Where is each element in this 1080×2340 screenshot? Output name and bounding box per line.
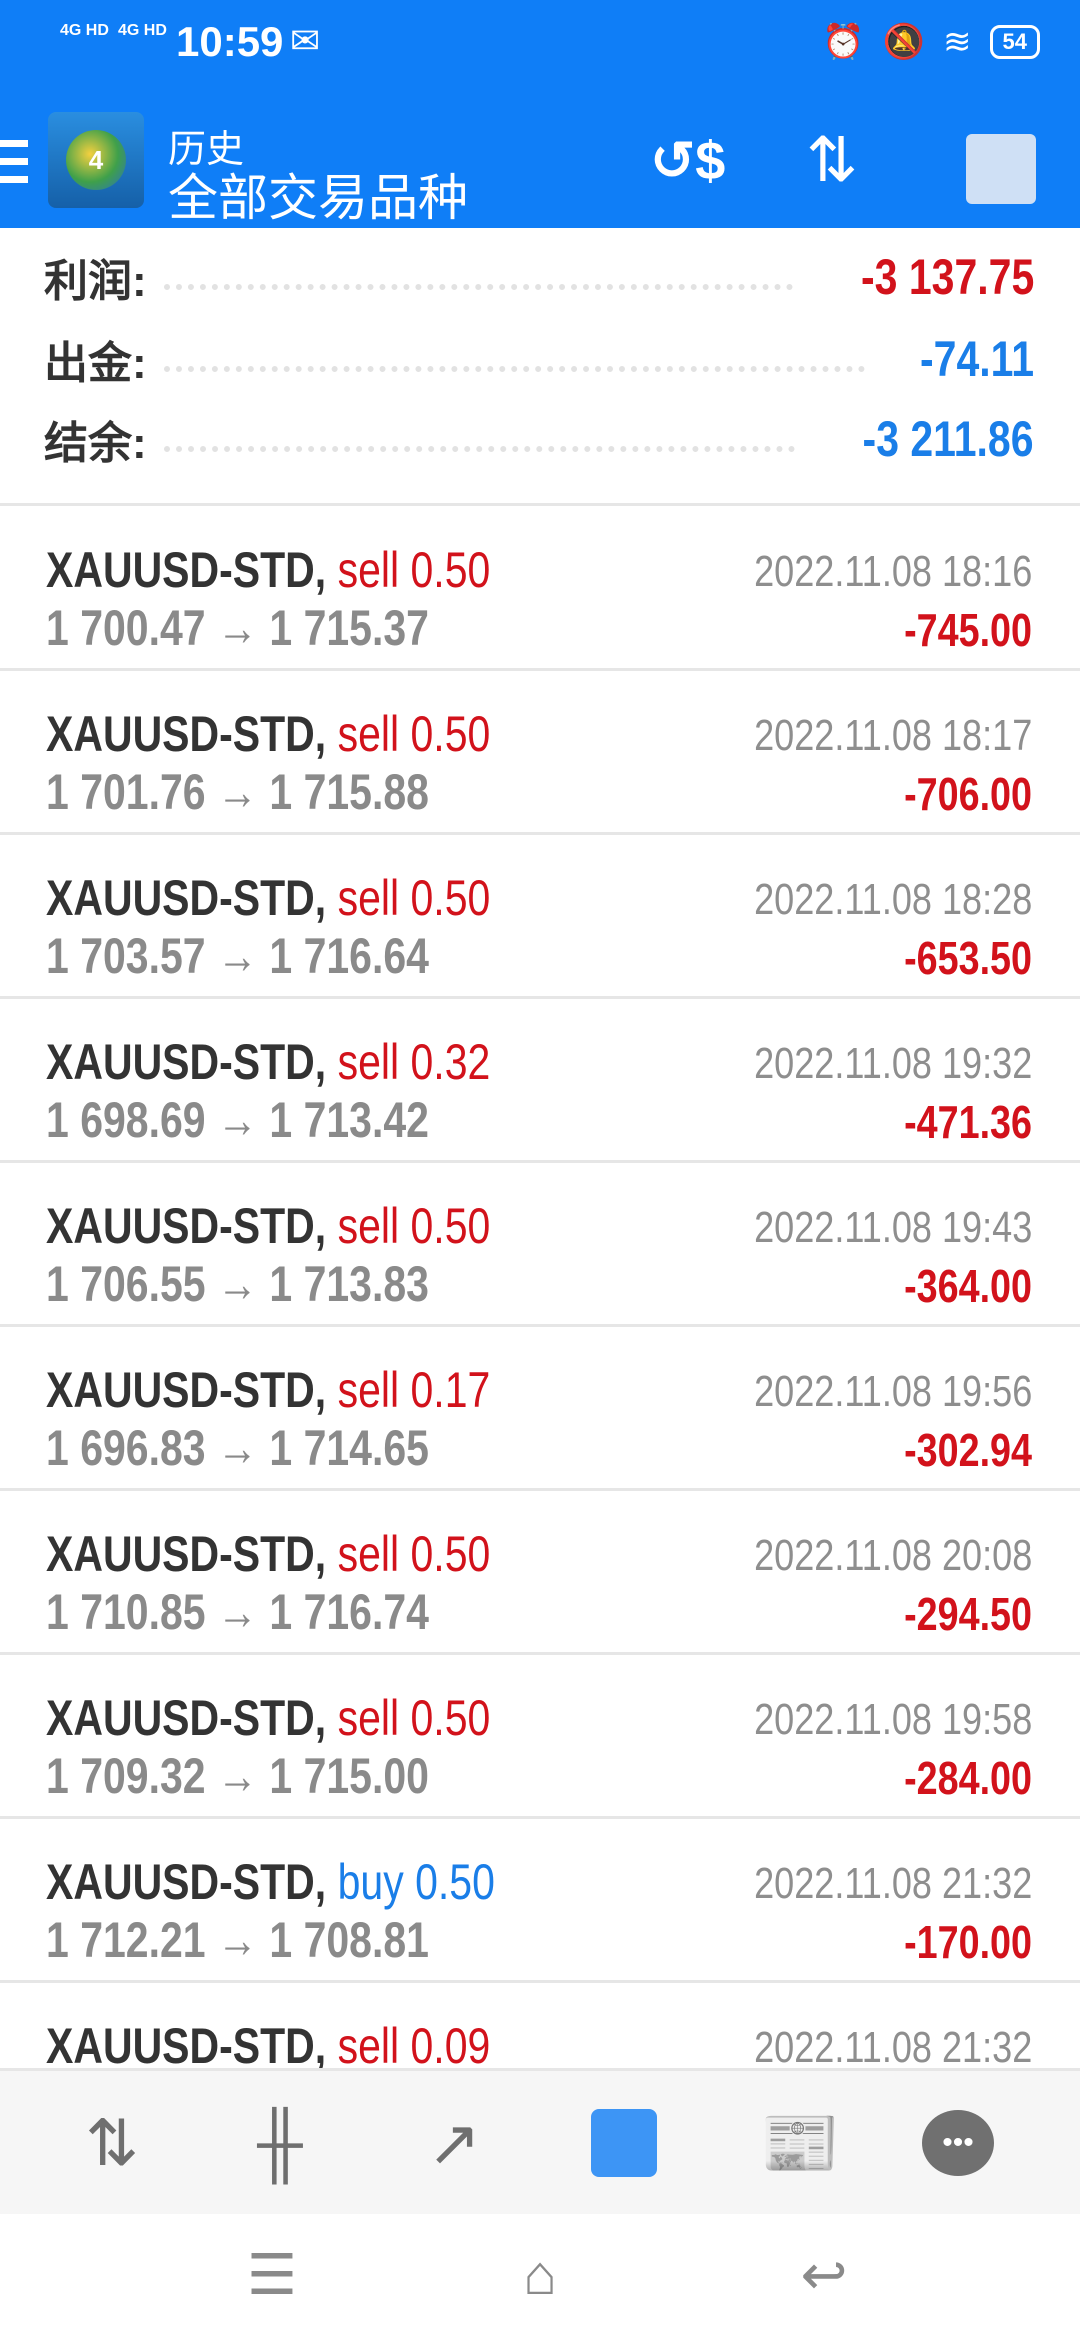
summary-profit: 利润: -3 137.75 [44,249,1034,306]
trade-symbol: XAUUSD-STD, [46,1690,327,1746]
calendar-user-icon[interactable] [966,134,1036,204]
quotes-icon[interactable]: ⇅ [85,2106,139,2179]
trade-time: 2022.11.08 19:32 [753,1039,1032,1088]
trade-row[interactable]: XAUUSD-STD, sell 0.50 1 703.57 → 1 716.6… [0,835,1080,999]
bottom-tab-bar: ⇅ ╫ ↗ 📰 ••• [0,2068,1080,2214]
trade-time: 2022.11.08 21:32 [753,1859,1032,1908]
trade-prices: 1 712.21 → 1 708.81 [46,1912,429,1968]
page-title: 历史 [168,129,245,171]
trade-side: sell 0.50 [337,1526,491,1582]
trade-time: 2022.11.08 21:32 [753,2023,1032,2072]
alarm-icon: ⏰ [822,23,865,61]
trade-time: 2022.11.08 18:16 [753,547,1032,596]
trade-time: 2022.11.08 18:28 [753,875,1032,924]
trade-icon[interactable]: ↗ [427,2106,481,2179]
trade-prices: 1 703.57 → 1 716.64 [46,928,429,984]
trade-side: sell 0.50 [337,1198,491,1254]
trade-time: 2022.11.08 20:08 [753,1531,1032,1580]
trade-prices: 1 696.83 → 1 714.65 [46,1420,429,1476]
trade-symbol: XAUUSD-STD, [46,1854,327,1910]
wifi-icon: ≋ [943,23,972,61]
back-icon[interactable]: ↩ [800,2243,848,2306]
mute-bell-icon: 🔕 [882,23,926,61]
trade-symbol: XAUUSD-STD, [46,1198,327,1254]
trade-row[interactable]: XAUUSD-STD, sell 0.50 1 701.76 → 1 715.8… [0,671,1080,835]
app-bar: 4 历史 全部交易品种 ↺$ ⇅ [0,110,1080,228]
trade-time: 2022.11.08 19:43 [753,1203,1032,1252]
wechat-icon: ✉ [290,20,321,61]
trade-row[interactable]: XAUUSD-STD, sell 0.50 1 709.32 → 1 715.0… [0,1655,1080,1819]
trade-profit: -745.00 [904,604,1032,656]
trade-profit: -170.00 [904,1916,1032,1968]
trade-row[interactable]: XAUUSD-STD, sell 0.50 1 700.47 → 1 715.3… [0,507,1080,671]
trade-side: sell 0.50 [337,706,491,762]
trade-side: sell 0.32 [337,1034,491,1090]
trade-symbol: XAUUSD-STD, [46,1034,327,1090]
trade-symbol: XAUUSD-STD, [46,870,327,926]
trade-prices: 1 706.55 → 1 713.83 [46,1256,429,1312]
trade-prices: 1 700.47 → 1 715.37 [46,600,429,656]
battery-icon: 54 [989,25,1040,59]
signal-1: 4G HD [60,22,109,39]
trade-profit: -471.36 [904,1096,1032,1148]
trade-row[interactable]: XAUUSD-STD, sell 0.50 1 706.55 → 1 713.8… [0,1163,1080,1327]
trade-profit: -706.00 [904,768,1032,820]
trade-prices: 1 698.69 → 1 713.42 [46,1092,429,1148]
trade-profit: -294.50 [904,1588,1032,1640]
chart-icon[interactable]: ╫ [257,2107,303,2179]
trade-symbol: XAUUSD-STD, [46,1362,327,1418]
trade-time: 2022.11.08 19:56 [753,1367,1032,1416]
trade-row[interactable]: XAUUSD-STD, sell 0.32 1 698.69 → 1 713.4… [0,999,1080,1163]
summary-withdrawal: 出金: -74.11 [44,331,1034,388]
trade-side: sell 0.09 [337,2018,491,2074]
trade-symbol: XAUUSD-STD, [46,706,327,762]
recents-icon[interactable]: ☰ [246,2243,298,2306]
signal-2: 4G HD [118,22,167,39]
trade-prices: 1 710.85 → 1 716.74 [46,1584,429,1640]
chat-icon[interactable]: ••• [918,2103,998,2183]
trade-side: sell 0.50 [337,870,491,926]
trade-side: sell 0.50 [337,542,491,598]
news-icon[interactable]: 📰 [760,2106,840,2179]
trade-symbol: XAUUSD-STD, [46,542,327,598]
trade-profit: -364.00 [904,1260,1032,1312]
trade-profit: -284.00 [904,1752,1032,1804]
trade-prices: 1 709.32 → 1 715.00 [46,1748,429,1804]
trade-profit: -302.94 [904,1424,1032,1476]
trade-symbol: XAUUSD-STD, [46,2018,327,2074]
trade-prices: 1 701.76 → 1 715.88 [46,764,429,820]
trade-symbol: XAUUSD-STD, [46,1526,327,1582]
clock: 10:59 [176,18,284,65]
summary-balance: 结余: -3 211.86 [44,411,1034,468]
trade-time: 2022.11.08 19:58 [753,1695,1032,1744]
sort-icon[interactable]: ⇅ [806,126,858,195]
trade-side: sell 0.50 [337,1690,491,1746]
history-icon[interactable] [584,2103,664,2183]
trade-row[interactable]: XAUUSD-STD, sell 0.17 1 696.83 → 1 714.6… [0,1327,1080,1491]
trade-side: sell 0.17 [337,1362,491,1418]
app-logo: 4 [48,112,144,208]
menu-icon[interactable] [0,140,28,194]
trade-row[interactable]: XAUUSD-STD, sell 0.50 1 710.85 → 1 716.7… [0,1491,1080,1655]
system-nav-bar: ☰ ⌂ ↩ [0,2214,1080,2340]
summary-panel: 利润: -3 137.75 出金: -74.11 结余: -3 211.86 [0,228,1080,506]
currency-exchange-icon[interactable]: ↺$ [650,131,726,191]
trade-profit: -653.50 [904,932,1032,984]
status-bar: 4G HD 4G HD 10:59 ✉ ⏰ 🔕 ≋ 54 [0,0,1080,110]
home-icon[interactable]: ⌂ [523,2243,557,2306]
trade-time: 2022.11.08 18:17 [753,711,1032,760]
trade-side: buy 0.50 [337,1854,495,1910]
symbol-filter[interactable]: 全部交易品种 [168,170,468,226]
trade-row[interactable]: XAUUSD-STD, buy 0.50 1 712.21 → 1 708.81… [0,1819,1080,1983]
